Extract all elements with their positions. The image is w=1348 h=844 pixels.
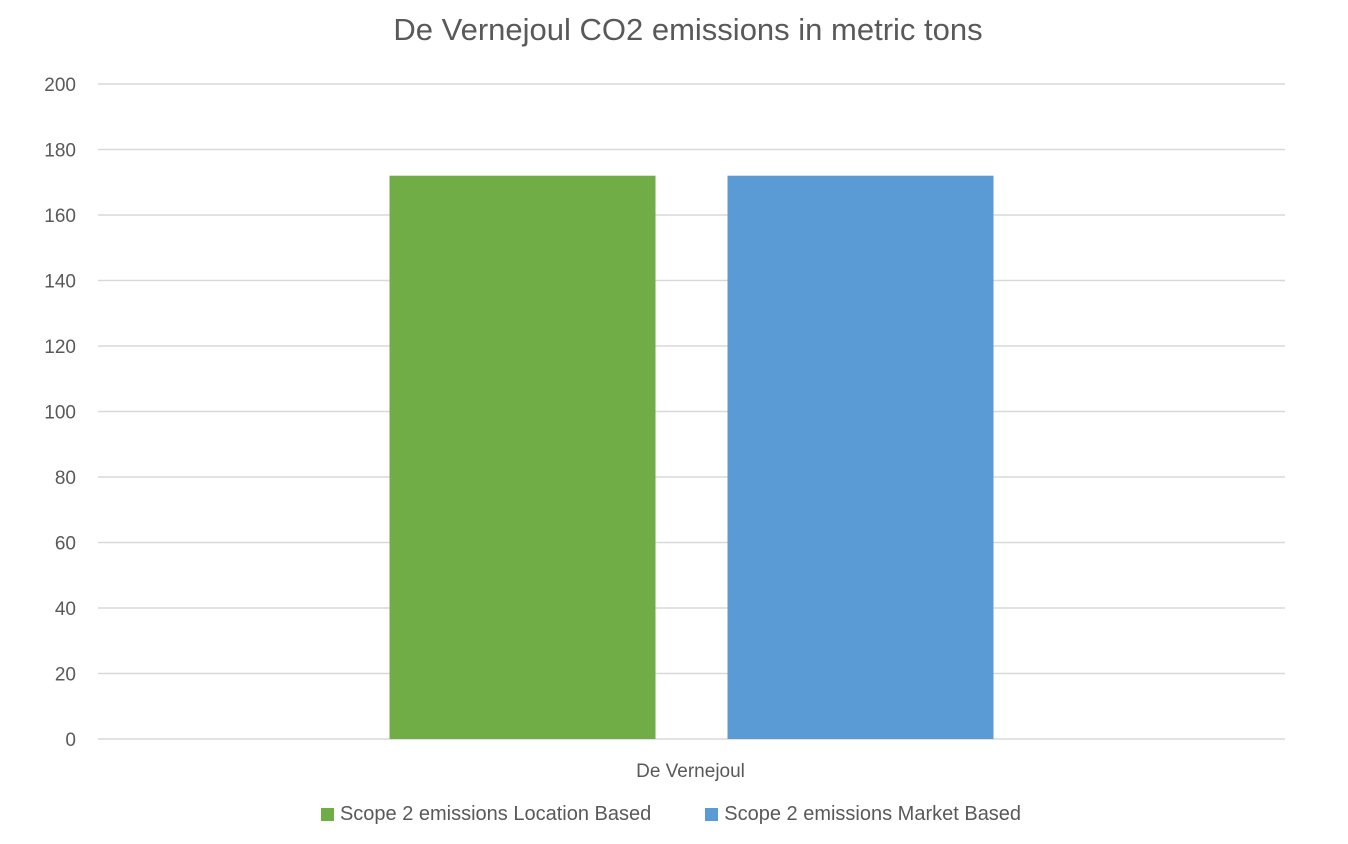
chart-title: De Vernejoul CO2 emissions in metric ton… (393, 12, 983, 47)
y-tick-label: 100 (44, 403, 76, 424)
y-tick-label: 200 (44, 75, 76, 96)
y-tick-label: 140 (44, 272, 76, 293)
legend-label-market-based: Scope 2 emissions Market Based (724, 803, 1022, 825)
legend-item-location-based: Scope 2 emissions Location Based (320, 803, 652, 826)
x-tick-label: De Vernejoul (636, 761, 745, 782)
y-tick-label: 160 (44, 206, 76, 227)
legend-swatch-market-based (705, 808, 719, 821)
x-axis-ticks: De Vernejoul (636, 761, 745, 782)
legend-item-market-based: Scope 2 emissions Market Based (705, 803, 1021, 826)
y-tick-label: 80 (55, 468, 76, 489)
y-axis-ticks: 0 20 40 60 80 100 120 140 160 180 200 (44, 75, 76, 751)
bar-location-based (389, 175, 656, 739)
y-tick-label: 40 (55, 599, 76, 620)
legend-swatch-location-based (320, 808, 334, 821)
legend: Scope 2 emissions Location Based Scope 2… (0, 803, 1342, 826)
y-tick-label: 0 (65, 730, 76, 751)
legend-label-location-based: Scope 2 emissions Location Based (339, 803, 652, 825)
gridlines (98, 83, 1285, 740)
bar-market-based (727, 175, 994, 739)
y-tick-label: 180 (44, 141, 76, 162)
bars (389, 175, 994, 739)
y-tick-label: 60 (55, 534, 76, 555)
y-tick-label: 120 (44, 337, 76, 358)
y-tick-label: 20 (55, 665, 76, 686)
